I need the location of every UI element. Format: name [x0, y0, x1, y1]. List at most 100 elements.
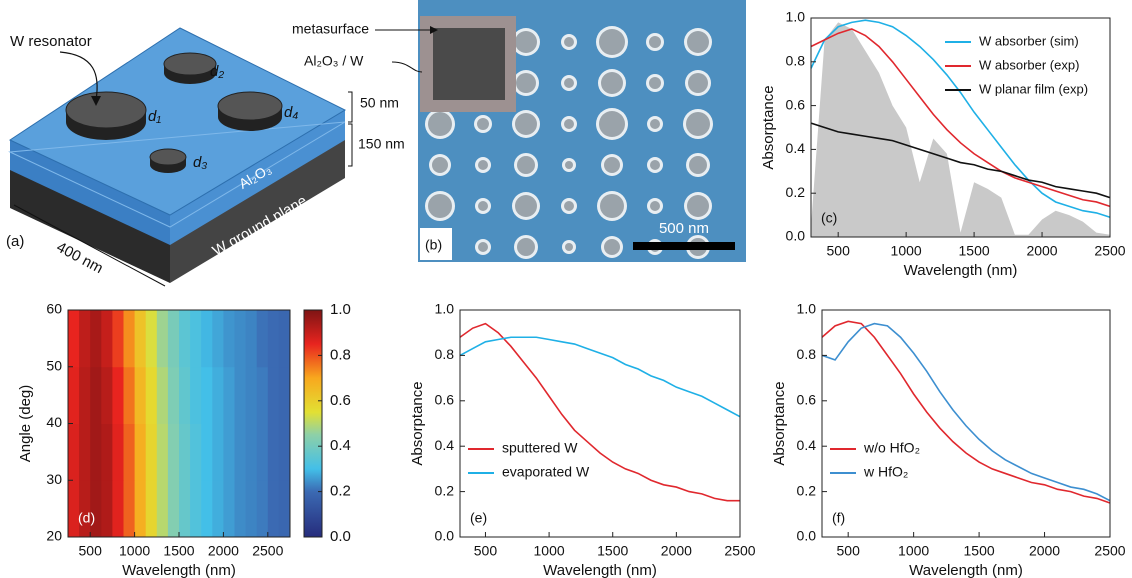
x-tick-label: 2000 [208, 543, 239, 559]
sem-dot-core [650, 119, 660, 129]
heatmap-cell [279, 367, 291, 424]
heatmap-cell [257, 367, 269, 424]
heatmap-cell [135, 480, 147, 537]
sem-dot-core [600, 194, 624, 218]
y-tick-label: 20 [46, 528, 62, 544]
heatmap-cell [90, 367, 102, 424]
heatmap-cell [212, 424, 224, 481]
heatmap-cell [212, 310, 224, 367]
x-tick-label: 2500 [1094, 543, 1125, 559]
sem-dot-core [688, 73, 708, 93]
panel-b: metasurface Al₂O₃ / W 500 nm (b) [292, 0, 746, 262]
heatmap-cell [201, 310, 213, 367]
panel-label: (d) [78, 510, 95, 526]
heatmap-cell [179, 310, 191, 367]
heatmap-cell [257, 424, 269, 481]
y-tick-label: 0.6 [797, 392, 817, 408]
heatmap-cell [235, 424, 247, 481]
heatmap-cell [279, 424, 291, 481]
disk-top [66, 92, 146, 128]
x-axis-title: Wavelength (nm) [909, 562, 1023, 578]
x-tick-label: 2000 [1029, 543, 1060, 559]
heatmap-cell [79, 310, 91, 367]
heatmap-cell [201, 480, 213, 537]
heatmap-cell [146, 367, 158, 424]
heatmap-cell [124, 480, 136, 537]
x-tick-label: 2500 [252, 543, 283, 559]
x-tick-label: 2000 [1026, 243, 1057, 259]
panel-label: (c) [821, 210, 837, 226]
legend-label: W planar film (exp) [979, 81, 1088, 96]
sem-dot-core [601, 72, 623, 94]
legend-label: w/o HfO₂ [863, 440, 920, 456]
heatmap-cell [112, 424, 124, 481]
x-tick-label: 1500 [163, 543, 194, 559]
heatmap-cell [268, 310, 280, 367]
sem-dot-core [599, 29, 625, 55]
y-tick-label: 0.0 [797, 528, 817, 544]
x-tick-label: 1000 [891, 243, 922, 259]
heatmap-cell [101, 480, 113, 537]
heatmap-cell [279, 480, 291, 537]
x-tick-label: 500 [79, 543, 103, 559]
colorbar-tick-label: 0.6 [330, 392, 351, 409]
heatmap-cell [146, 480, 158, 537]
sem-dot-core [564, 37, 574, 47]
heatmap-cell [68, 310, 80, 367]
sem-dot-core [564, 78, 574, 88]
heatmap-cell [124, 424, 136, 481]
heatmap-cell [246, 480, 258, 537]
sem-dot-core [478, 201, 488, 211]
sem-dot-core [689, 156, 707, 174]
heatmap-cell [190, 367, 202, 424]
y-axis-title: Angle (deg) [17, 385, 34, 463]
heatmap-cell [135, 424, 147, 481]
x-tick-label: 2000 [661, 543, 692, 559]
sem-dot-core [478, 242, 488, 252]
x-axis-title: Wavelength (nm) [543, 562, 657, 578]
legend-label: W absorber (exp) [979, 57, 1079, 72]
x-tick-label: 500 [827, 243, 851, 259]
heatmap-cell [223, 367, 235, 424]
heatmap-cell [124, 367, 136, 424]
y-tick-label: 0.4 [797, 437, 817, 453]
y-tick-label: 0.8 [435, 346, 455, 362]
heatmap-cell [223, 480, 235, 537]
heatmap-cell [124, 310, 136, 367]
resonator-label: W resonator [10, 33, 92, 50]
heatmap-cell [235, 310, 247, 367]
inset-label: metasurface [292, 21, 369, 37]
sem-dot-core [564, 201, 574, 211]
legend-label: w HfO₂ [863, 464, 908, 480]
y-tick-label: 0.2 [797, 482, 817, 498]
x-tick-label: 2500 [724, 543, 755, 559]
sem-dot-core [565, 161, 573, 169]
disk-top [150, 149, 186, 165]
sem-dot-core [687, 31, 709, 53]
heatmap-cell [101, 367, 113, 424]
heatmap-cell [179, 424, 191, 481]
y-tick-label: 1.0 [786, 9, 806, 25]
diameter-label: d₂ [210, 63, 224, 80]
x-tick-label: 500 [837, 543, 861, 559]
sem-dot-core [515, 31, 537, 53]
diameter-label: d₃ [193, 154, 207, 171]
heatmap-cell [157, 367, 169, 424]
scale-bar-label: 500 nm [659, 220, 709, 237]
heatmap-cell [168, 367, 180, 424]
heatmap-cell [246, 310, 258, 367]
colorbar-tick-label: 0.8 [330, 346, 351, 363]
sem-dot-core [687, 195, 709, 217]
y-tick-label: 1.0 [797, 301, 817, 317]
disk-top [164, 53, 216, 75]
y-tick-label: 30 [46, 471, 62, 487]
heatmap-cell [268, 480, 280, 537]
heatmap-cell [101, 310, 113, 367]
heatmap-cell [68, 367, 80, 424]
x-axis-title: Wavelength (nm) [122, 562, 236, 578]
heatmap-cell [212, 367, 224, 424]
y-tick-label: 0.6 [435, 392, 455, 408]
panel-label: (e) [470, 510, 487, 526]
y-tick-label: 50 [46, 357, 62, 373]
y-tick-label: 40 [46, 414, 62, 430]
